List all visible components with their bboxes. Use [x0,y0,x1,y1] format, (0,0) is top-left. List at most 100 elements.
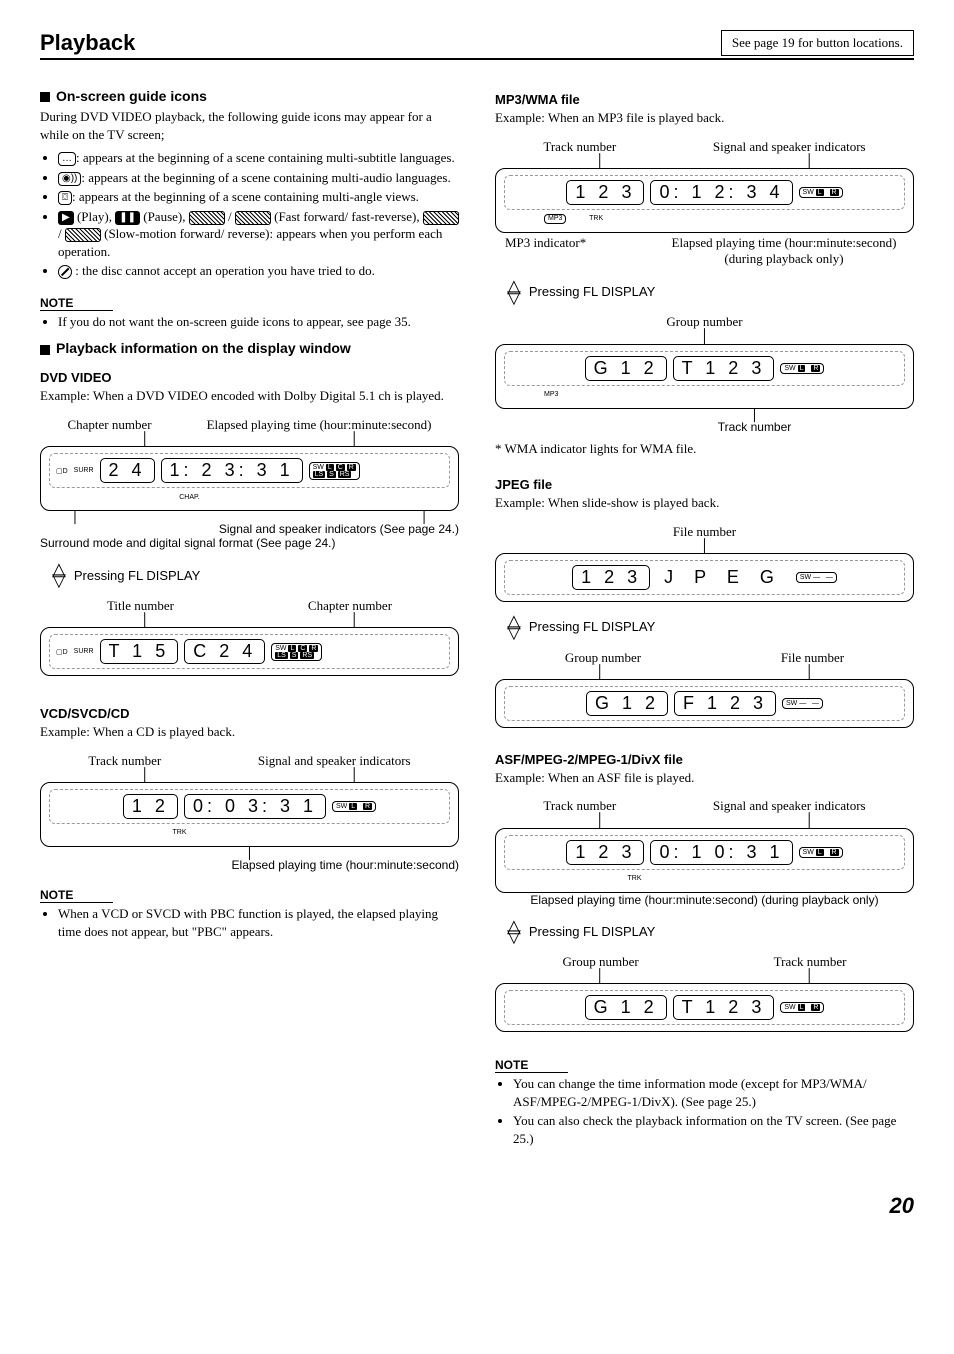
display-inner: 1 2 3 0: 1 0: 3 1 SW L R [504,835,905,870]
annotation: Track number [495,420,914,434]
track-seg: 1 2 [123,794,178,819]
track-seg: T 1 2 3 [673,995,775,1020]
group-seg: G 1 2 [585,995,667,1020]
chapter-seg: C 2 4 [184,639,265,664]
vcd-example: Example: When a CD is played back. [40,723,459,741]
dolby-icon: ▢D [56,467,68,475]
annotation: Signal and speaker indicators [713,798,866,814]
annotation: Track number [88,753,161,769]
list-item: ▶ (Play), ❚❚ (Pause), / (Fast forward/ f… [58,208,459,261]
jpeg-example: Example: When slide-show is played back. [495,494,914,512]
display-window: G 1 2 T 1 2 3 SW L R MP3 [495,344,914,409]
file-seg: 1 2 3 [572,565,650,590]
list-item: You can also check the playback informat… [513,1112,914,1147]
display-window: G 1 2 T 1 2 3 SW L R [495,983,914,1032]
group-seg: G 1 2 [585,356,667,381]
section-title: Playback information on the display wind… [56,340,351,356]
section-title: On-screen guide icons [56,88,207,104]
list-text: (Slow-motion forward/ reverse): appears … [58,226,442,259]
fl-display-action: △▽ Pressing FL DISPLAY [507,921,914,943]
play-icon: ▶ [58,211,74,225]
pointer-row: ││ [495,972,914,983]
jpeg-display-2: Group number File number ││ G 1 2 F 1 2 … [495,650,914,728]
annotation: Elapsed playing time (hour:minute:second… [40,858,459,872]
speaker-indicators: SW L R [780,1002,824,1013]
track-seg: T 1 2 3 [673,356,775,381]
list-item: When a VCD or SVCD with PBC function is … [58,905,459,940]
note-list: When a VCD or SVCD with PBC function is … [58,905,459,940]
pointer-row: │ [495,542,914,553]
asf-display-2: Group number Track number ││ G 1 2 T 1 2… [495,954,914,1032]
annotation: Elapsed playing time (hour:minute:second… [207,417,432,433]
dvd-display-1: Chapter number Elapsed playing time (hou… [40,417,459,550]
pointer-row: │ [495,409,914,420]
speaker-indicators: SW L R [799,187,843,198]
subtitle-icon: … [58,152,76,166]
jpeg-display-1: File number │ 1 2 3 J P E G SW — — [495,524,914,602]
icon-list: … : appears at the beginning of a scene c… [58,149,459,280]
slowrev-icon [65,228,101,242]
speaker-indicators: SW — — [796,572,837,583]
list-text: (Fast forward/ fast-reverse), [271,209,423,224]
pointer-row: ││ [495,816,914,827]
page-number: 20 [40,1193,914,1219]
list-text: : appears at the beginning of a scene co… [72,189,419,204]
surr-label: SURR [74,467,94,474]
asf-header: ASF/MPEG-2/MPEG-1/DivX file [495,752,914,767]
mp3-indicator: MP3 [544,214,566,224]
title-seg: T 1 5 [100,639,179,664]
speaker-indicators: SW — — [782,698,823,709]
annotation: Group number [666,314,742,330]
fl-label: Pressing FL DISPLAY [529,924,655,939]
updown-icon: △▽ [507,281,521,303]
annotation: Chapter number [308,598,392,614]
columns: On-screen guide icons During DVD VIDEO p… [40,78,914,1153]
annotation: Title number [107,598,174,614]
pointer-row: ││ [40,435,459,446]
section-onscreen-icons: On-screen guide icons [40,88,459,104]
mp3-header: MP3/WMA file [495,92,914,107]
display-window: ▢D SURR T 1 5 C 2 4 SW L C RLS S RS [40,627,459,676]
pause-icon: ❚❚ [115,211,140,225]
jpeg-header: JPEG file [495,477,914,492]
section-playback-info: Playback information on the display wind… [40,340,459,356]
pointer-row: ││ [495,668,914,679]
ffwd-icon [189,211,225,225]
mp3-footnote: * WMA indicator lights for WMA file. [495,440,914,458]
audio-icon: ◉)) [58,172,81,186]
annotation: File number [673,524,736,540]
mp3-indicator: MP3 [544,391,558,398]
surr-label: SURR [74,648,94,655]
list-item: …: appears at the beginning of a scene c… [58,149,459,167]
annotation: Signal and speaker indicators (See page … [40,522,459,536]
annotation-row: Group number File number [495,650,914,666]
pointer-row: │ [495,332,914,343]
vcd-header: VCD/SVCD/CD [40,706,459,721]
annotation: Chapter number [67,417,151,433]
speaker-indicators: SW L R [799,847,843,858]
annotation: Signal and speaker indicators [713,139,866,155]
annotation: Elapsed playing time (hour:minute:second… [664,235,904,267]
slowfwd-icon [423,211,459,225]
note-list: You can change the time information mode… [513,1075,914,1147]
square-bullet-icon [40,345,50,355]
updown-icon: △▽ [507,921,521,943]
speaker-indicators: SW L C RLS S RS [271,643,322,661]
display-inner: G 1 2 T 1 2 3 SW L R [504,990,905,1025]
list-text: (Pause), [140,209,189,224]
file-seg: F 1 2 3 [674,691,776,716]
display-inner: 1 2 3 J P E G SW — — [504,560,905,595]
fl-display-action: △▽ Pressing FL DISPLAY [52,564,459,586]
jpeg-seg: J P E G [656,566,790,589]
mp3-example: Example: When an MP3 file is played back… [495,109,914,127]
display-inner: G 1 2 F 1 2 3 SW — — [504,686,905,721]
trk-label: TRK [628,875,642,882]
display-window: 1 2 3 J P E G SW — — [495,553,914,602]
pointer-row: ││ [40,616,459,627]
speaker-indicators: SW L R [332,801,376,812]
annotation: File number [781,650,844,666]
annotation: Group number [565,650,641,666]
square-bullet-icon [40,92,50,102]
asf-display-1: Track number Signal and speaker indicato… [495,798,914,906]
dvd-display-2: Title number Chapter number ││ ▢D SURR T… [40,598,459,676]
